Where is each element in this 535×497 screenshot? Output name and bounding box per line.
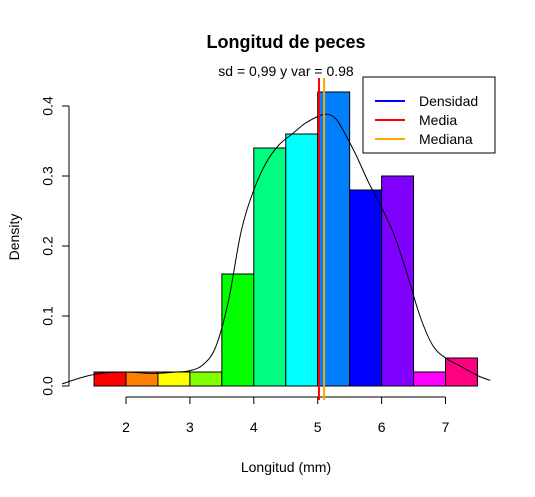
histogram-bar (349, 189, 383, 387)
histogram-bar (125, 371, 159, 387)
x-tick-label: 4 (250, 419, 258, 435)
x-tick-label: 7 (442, 419, 450, 435)
histogram-bar (253, 147, 287, 387)
legend-label: Densidad (419, 93, 478, 109)
legend-label: Mediana (419, 131, 473, 147)
y-tick-label: 0.2 (40, 236, 56, 256)
chart-subtitle: sd = 0,99 y var = 0.98 (218, 63, 354, 79)
density-curve (61, 113, 491, 385)
histogram-bar (157, 371, 191, 387)
histogram-bar (189, 371, 223, 387)
x-tick-label: 3 (186, 419, 194, 435)
legend-label: Media (419, 112, 457, 128)
y-tick-label: 0.3 (40, 166, 56, 186)
x-tick-label: 6 (378, 419, 386, 435)
histogram-bar (381, 175, 415, 387)
x-tick-label: 2 (122, 419, 130, 435)
chart-title: Longitud de peces (206, 32, 365, 52)
y-axis-label: Density (6, 214, 22, 261)
y-axis: 0.0 0.1 0.2 0.3 0.4 (40, 96, 70, 396)
y-tick-label: 0.0 (40, 376, 56, 396)
histogram-bars (93, 91, 478, 387)
reference-lines (317, 78, 326, 400)
y-tick-label: 0.1 (40, 306, 56, 326)
histogram-bar (285, 133, 319, 387)
legend-box (362, 76, 496, 154)
histogram-bar (317, 91, 351, 387)
y-tick-label: 0.4 (40, 96, 56, 116)
histogram-bar (413, 371, 446, 387)
x-axis: 2 3 4 5 6 7 (122, 396, 450, 435)
x-tick-label: 5 (314, 419, 322, 435)
legend: Densidad Media Mediana (362, 76, 496, 154)
histogram-bar (221, 273, 255, 387)
x-axis-label: Longitud (mm) (241, 459, 331, 475)
histogram-bar (445, 357, 478, 387)
